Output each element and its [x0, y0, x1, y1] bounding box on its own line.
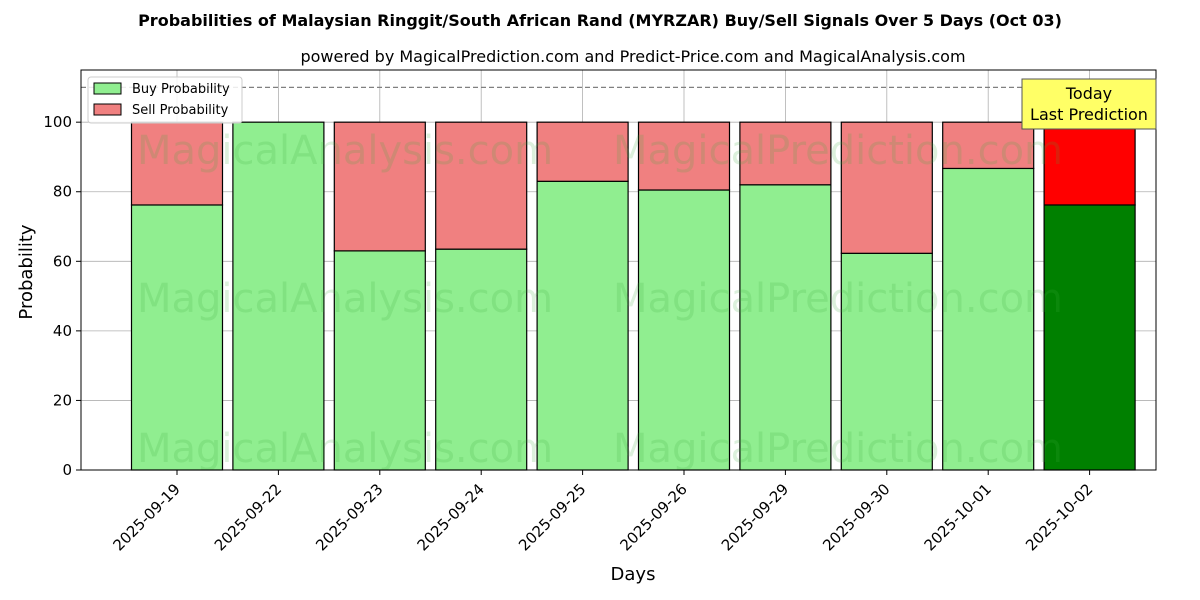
- watermark-text: MagicalPrediction.com: [613, 426, 1063, 472]
- x-tick-label: 2025-09-29: [718, 480, 792, 554]
- x-tick-label: 2025-09-24: [414, 480, 488, 554]
- bar-buy: [435, 248, 528, 471]
- bar-sell: [435, 121, 528, 250]
- annotation-line-1: Today: [1065, 84, 1112, 103]
- y-tick-label: 0: [62, 461, 72, 479]
- legend-box: [87, 76, 243, 124]
- chart-subtitle: powered by MagicalPrediction.com and Pre…: [300, 47, 965, 66]
- y-tick-label: 100: [43, 113, 72, 131]
- bar-sell: [333, 121, 426, 252]
- bar-sell: [840, 121, 933, 254]
- watermark-text: MagicalAnalysis.com: [137, 276, 553, 322]
- watermarks: MagicalAnalysis.com MagicalPrediction.com…: [137, 128, 1063, 472]
- bar-buy: [130, 204, 224, 471]
- bar-sell: [739, 121, 832, 186]
- y-axis: 0 20 40 60 80 100: [43, 113, 81, 479]
- y-axis-label: Probability: [16, 224, 37, 319]
- watermark-text: MagicalPrediction.com: [613, 276, 1063, 322]
- x-axis-label: Days: [611, 564, 656, 585]
- bar-sell: [536, 121, 629, 182]
- legend-label: Buy Probability: [132, 82, 230, 97]
- bar-buy: [1043, 204, 1136, 471]
- bar-sell: [1043, 121, 1136, 206]
- y-tick-label: 80: [53, 183, 72, 201]
- bar-buy: [739, 184, 832, 471]
- bar-buy: [840, 252, 933, 471]
- legend-swatch: [93, 82, 122, 95]
- annotation-line-2: Last Prediction: [1030, 105, 1148, 124]
- legend: Buy Probability Sell Probability: [87, 76, 243, 124]
- bar-buy: [637, 189, 731, 471]
- bar-sell: [637, 121, 731, 191]
- bar-sell: [942, 121, 1035, 170]
- watermark-text: MagicalAnalysis.com: [137, 426, 553, 472]
- legend-swatch: [93, 103, 122, 116]
- legend-label: Sell Probability: [132, 103, 229, 118]
- y-tick-label: 20: [53, 391, 72, 409]
- watermark-text: MagicalPrediction.com: [613, 128, 1063, 174]
- bar-buy: [942, 167, 1035, 471]
- x-axis: 2025-09-19 2025-09-22 2025-09-23 2025-09-24…: [109, 470, 1096, 554]
- plot-frame: [80, 69, 1157, 471]
- x-tick-label: 2025-09-23: [312, 480, 386, 554]
- bars: [130, 121, 1136, 471]
- x-tick-label: 2025-09-25: [515, 480, 589, 554]
- today-annotation: Today Last Prediction: [1021, 78, 1157, 130]
- bar-sell: [130, 121, 224, 206]
- chart-title: Probabilities of Malaysian Ringgit/South…: [138, 11, 1062, 30]
- x-tick-label: 2025-10-01: [921, 480, 995, 554]
- x-tick-label: 2025-09-30: [819, 480, 893, 554]
- x-tick-label: 2025-10-02: [1022, 480, 1096, 554]
- y-tick-label: 60: [53, 252, 72, 270]
- annotation-box: [1021, 78, 1157, 130]
- y-tick-label: 40: [53, 322, 72, 340]
- x-tick-label: 2025-09-22: [211, 480, 285, 554]
- bar-buy: [333, 250, 426, 471]
- watermark-text: MagicalAnalysis.com: [137, 128, 553, 174]
- x-tick-label: 2025-09-19: [109, 480, 183, 554]
- x-tick-label: 2025-09-26: [616, 480, 690, 554]
